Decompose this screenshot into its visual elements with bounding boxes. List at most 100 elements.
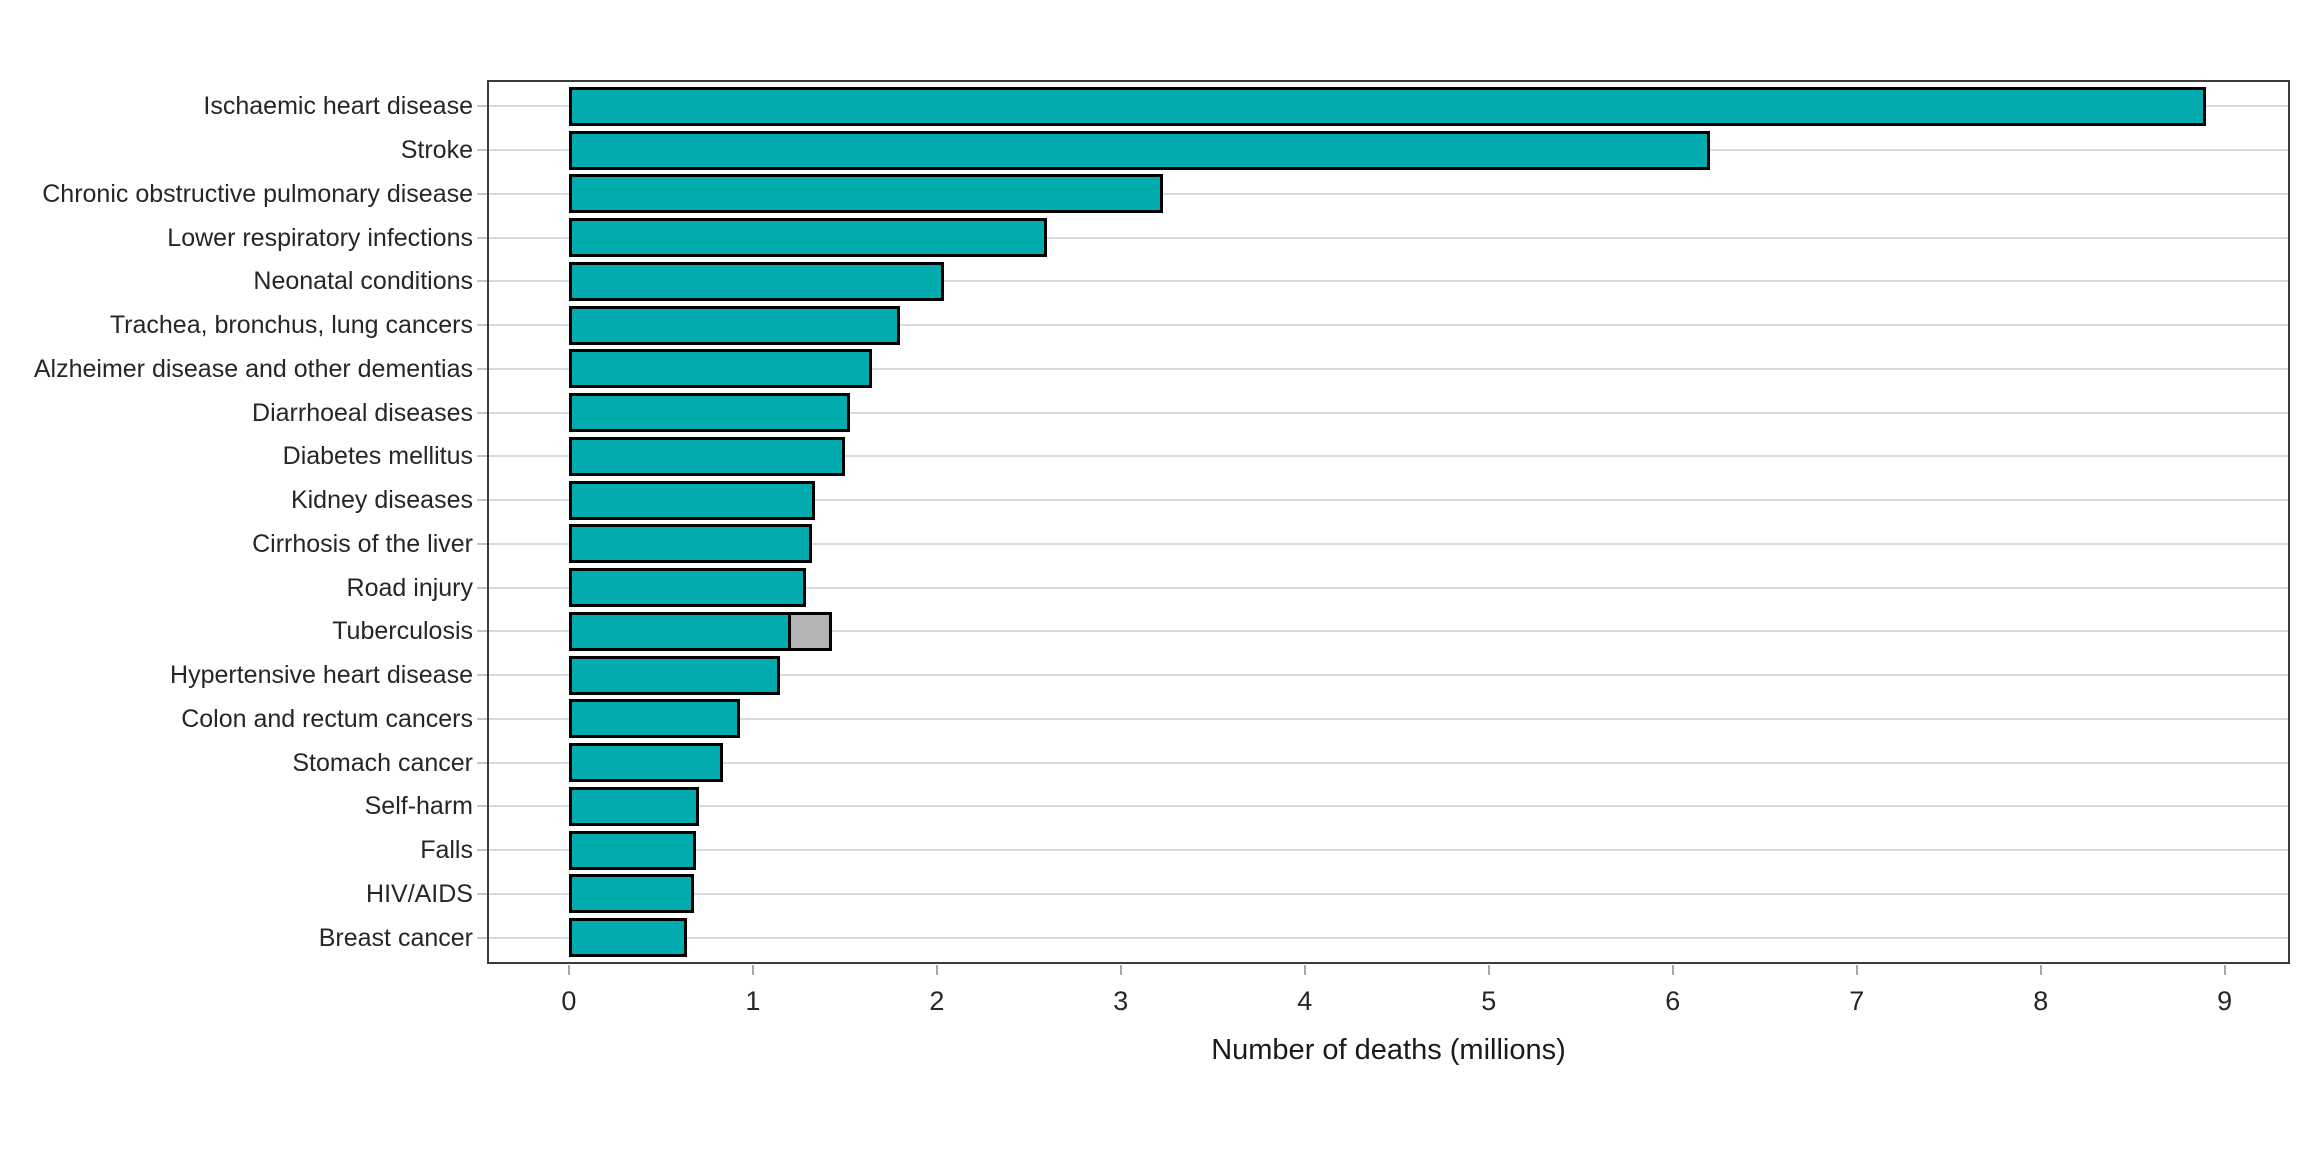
x-tick-mark (567, 965, 570, 975)
bar-row-tuberculosis (568, 611, 832, 651)
category-label: Neonatal conditions (253, 267, 473, 296)
category-label: Hypertensive heart disease (170, 661, 473, 690)
gridline (487, 849, 2290, 852)
category-label: Alzheimer disease and other dementias (33, 354, 473, 383)
bar-colon-and-rectum-cancers (568, 699, 740, 739)
bar-row-lower-respiratory-infections (568, 218, 1048, 258)
category-label: Road injury (346, 573, 473, 602)
category-label: Stroke (400, 136, 473, 165)
category-label: Ischaemic heart disease (203, 92, 473, 121)
bar-tuberculosis (568, 611, 792, 651)
bar-row-chronic-obstructive-pulmonary-disease (568, 174, 1164, 214)
y-tick-mark (477, 630, 487, 633)
bar-row-kidney-diseases (568, 480, 816, 520)
gridline (487, 280, 2290, 283)
gridline (487, 499, 2290, 502)
x-tick-label: 2 (929, 986, 945, 1016)
bar-stroke (568, 130, 1710, 170)
y-tick-mark (477, 717, 487, 720)
bar-neonatal-conditions (568, 261, 945, 301)
x-tick-label: 9 (2217, 986, 2233, 1016)
bar-row-cirrhosis-of-the-liver (568, 524, 812, 564)
y-tick-mark (477, 805, 487, 808)
category-label: Diarrhoeal diseases (252, 398, 473, 427)
x-tick-label: 1 (745, 986, 761, 1016)
gridline (487, 805, 2290, 808)
x-tick-label: 4 (1297, 986, 1313, 1016)
gridline (487, 367, 2290, 370)
gridline (487, 192, 2290, 195)
x-tick-mark (1487, 965, 1490, 975)
bar-row-diabetes-mellitus (568, 436, 845, 476)
y-tick-mark (477, 280, 487, 283)
bar-diabetes-mellitus (568, 436, 845, 476)
gridline (487, 455, 2290, 458)
y-tick-mark (477, 674, 487, 677)
bar-row-colon-and-rectum-cancers (568, 699, 740, 739)
bar-chronic-obstructive-pulmonary-disease (568, 174, 1164, 214)
bar-hiv-aids (568, 874, 694, 914)
category-label: Trachea, bronchus, lung cancers (109, 311, 473, 340)
category-label: HIV/AIDS (366, 879, 473, 908)
x-tick-mark (935, 965, 938, 975)
x-tick-label: 0 (561, 986, 577, 1016)
gridline (487, 936, 2290, 939)
y-tick-mark (477, 761, 487, 764)
category-label: Lower respiratory infections (167, 223, 473, 252)
category-label: Falls (420, 836, 473, 865)
bar-ischaemic-heart-disease (568, 86, 2207, 126)
bar-cirrhosis-of-the-liver (568, 524, 812, 564)
category-label: Chronic obstructive pulmonary disease (42, 179, 473, 208)
gridline (487, 411, 2290, 414)
category-label: Colon and rectum cancers (181, 704, 473, 733)
category-label: Diabetes mellitus (282, 442, 473, 471)
x-axis-title: Number of deaths (millions) (1211, 1034, 1566, 1066)
y-tick-mark (477, 542, 487, 545)
gridline (487, 586, 2290, 589)
bar-row-hiv-aids (568, 874, 694, 914)
bar-falls (568, 830, 696, 870)
y-tick-mark (477, 236, 487, 239)
gridline (487, 630, 2290, 633)
y-tick-mark (477, 936, 487, 939)
y-tick-mark (477, 455, 487, 458)
x-tick-label: 8 (2033, 986, 2049, 1016)
bar-row-ischaemic-heart-disease (568, 86, 2207, 126)
category-label: Cirrhosis of the liver (252, 529, 473, 558)
category-label: Kidney diseases (290, 486, 473, 515)
x-tick-mark (1855, 965, 1858, 975)
category-label: Breast cancer (318, 923, 473, 952)
y-tick-mark (477, 324, 487, 327)
bar-row-hypertensive-heart-disease (568, 655, 781, 695)
category-label: Stomach cancer (292, 748, 473, 777)
gridline (487, 761, 2290, 764)
y-tick-mark (477, 849, 487, 852)
bar-trachea-bronchus-lung-cancers (568, 305, 901, 345)
y-tick-mark (477, 411, 487, 414)
bar-row-stomach-cancer (568, 743, 724, 783)
x-tick-label: 7 (1849, 986, 1865, 1016)
bar-row-breast-cancer (568, 918, 687, 958)
y-tick-mark (477, 149, 487, 152)
plot-panel (487, 80, 2290, 964)
category-label: Tuberculosis (332, 617, 473, 646)
bar-kidney-diseases (568, 480, 816, 520)
bar-row-alzheimer-disease-and-other-dementias (568, 349, 873, 389)
bar-row-trachea-bronchus-lung-cancers (568, 305, 901, 345)
bar-diarrhoeal-diseases (568, 393, 851, 433)
category-label: Self-harm (364, 792, 473, 821)
gridline (487, 236, 2290, 239)
x-tick-label: 6 (1665, 986, 1681, 1016)
x-tick-mark (2223, 965, 2226, 975)
bar-row-neonatal-conditions (568, 261, 945, 301)
bar-hypertensive-heart-disease (568, 655, 781, 695)
gridline (487, 542, 2290, 545)
y-tick-mark (477, 499, 487, 502)
bar-alzheimer-disease-and-other-dementias (568, 349, 873, 389)
gridline (487, 892, 2290, 895)
y-tick-mark (477, 586, 487, 589)
gridline (487, 324, 2290, 327)
x-tick-mark (1671, 965, 1674, 975)
bar-row-falls (568, 830, 696, 870)
